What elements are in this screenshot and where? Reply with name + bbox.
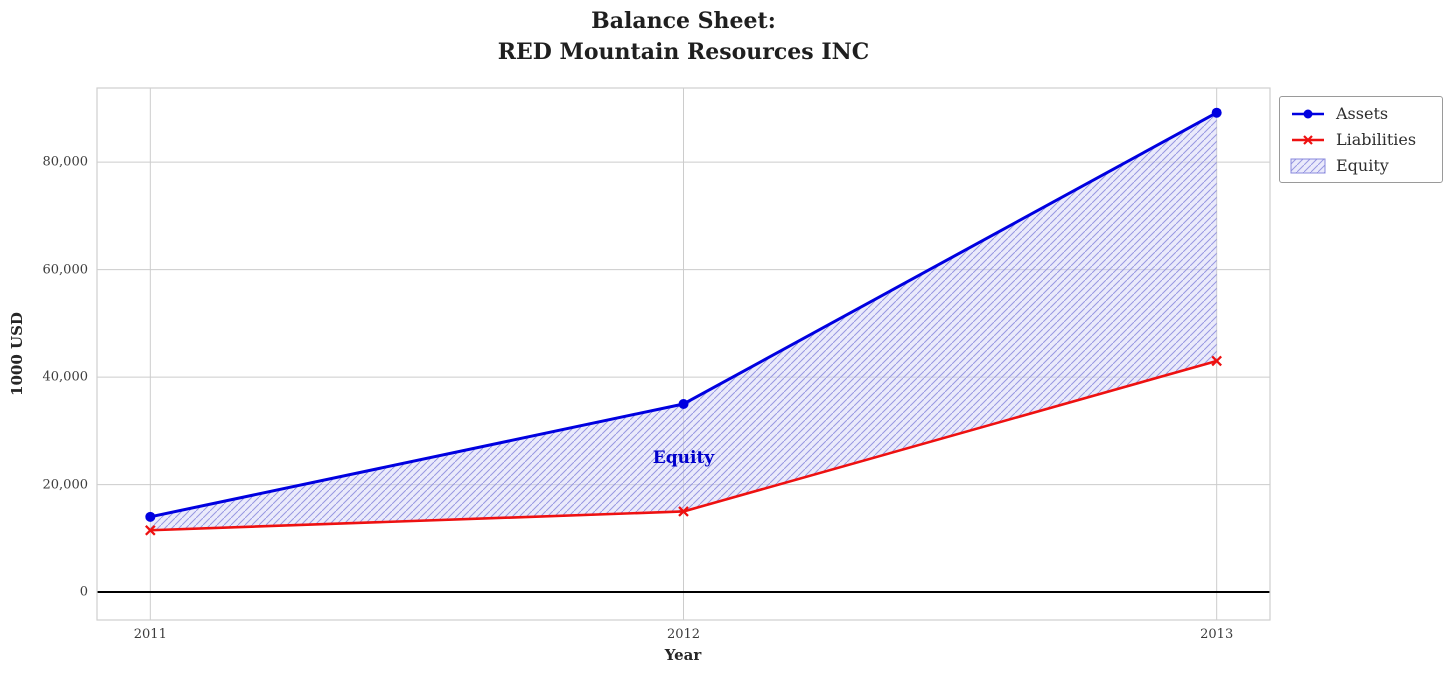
legend-label-liabilities: Liabilities xyxy=(1336,130,1417,149)
y-tick-label: 60,000 xyxy=(42,262,89,278)
legend-item-liabilities: Liabilities xyxy=(1290,130,1432,149)
y-tick-label: 40,000 xyxy=(42,369,89,385)
marker-liabilities xyxy=(1211,355,1222,367)
marker-assets xyxy=(1211,107,1222,118)
plot-border xyxy=(96,87,1271,621)
assets-line-icon xyxy=(1292,109,1324,118)
x-tick-label: 2011 xyxy=(133,627,167,642)
equity-annotation: Equity xyxy=(652,447,715,468)
marker-liabilities xyxy=(678,506,689,517)
equity-area xyxy=(150,112,1217,531)
y-tick-label: 20,000 xyxy=(42,477,89,493)
chart-title-line2: RED Mountain Resources INC xyxy=(497,39,870,65)
marker-assets xyxy=(145,511,156,522)
x-axis-label: Year xyxy=(664,646,702,664)
x-tick-label: 2013 xyxy=(1200,627,1234,642)
legend-label-assets: Assets xyxy=(1336,104,1389,123)
chart-title: Balance Sheet: RED Mountain Resources IN… xyxy=(97,6,1270,68)
legend-item-equity: Equity xyxy=(1290,156,1432,175)
chart-title-line1: Balance Sheet: xyxy=(591,8,776,34)
legend-label-equity: Equity xyxy=(1336,156,1389,175)
equity-hatch-icon xyxy=(1290,158,1326,173)
y-tick-label: 80,000 xyxy=(42,154,89,170)
legend-item-assets: Assets xyxy=(1290,104,1432,123)
liabilities-line-icon xyxy=(1292,134,1324,145)
marker-assets xyxy=(678,398,689,409)
marker-liabilities xyxy=(145,524,156,536)
y-tick-label: 0 xyxy=(79,584,88,600)
legend: Assets Liabilities Equity xyxy=(1279,96,1443,183)
x-tick-label: 2012 xyxy=(666,627,701,642)
